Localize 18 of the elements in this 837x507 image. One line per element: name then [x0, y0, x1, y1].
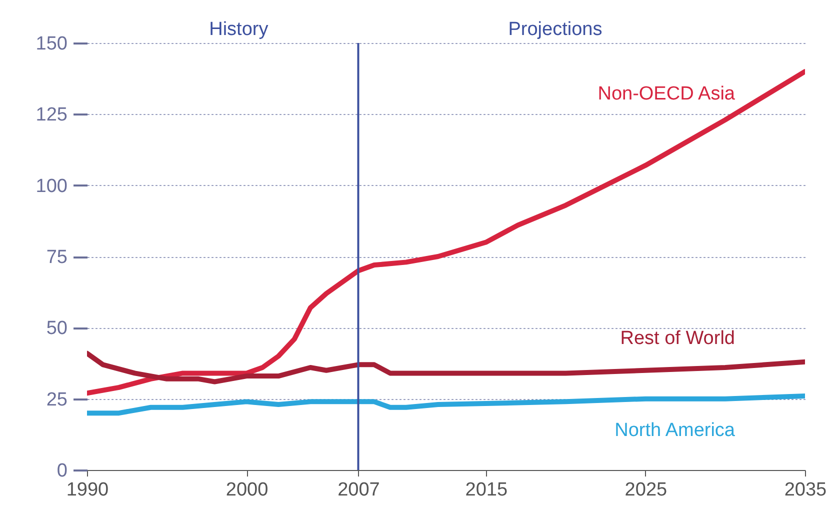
x-tick-label: 2000	[226, 480, 268, 500]
x-tick-label: 2015	[465, 480, 508, 500]
x-tick-label: 2035	[784, 480, 827, 500]
series-label: Rest of World	[620, 328, 735, 349]
text: Projections	[508, 19, 602, 40]
y-tick-label: 150	[36, 34, 68, 54]
y-tick-label: 75	[46, 247, 68, 268]
series-label: Non-OECD Asia	[598, 83, 736, 104]
series-label: North America	[614, 420, 736, 441]
y-tick-label: 0	[56, 460, 68, 482]
x-tick-label: 1990	[66, 480, 109, 500]
y-tick-label: 100	[36, 176, 68, 197]
x-tick-label: 2007	[338, 480, 380, 500]
y-tick-label: 125	[36, 104, 68, 126]
x-tick-label: 2025	[624, 480, 668, 500]
text: History	[209, 19, 269, 40]
y-tick-label: 50	[46, 318, 68, 340]
y-tick-label: 25	[46, 389, 68, 410]
